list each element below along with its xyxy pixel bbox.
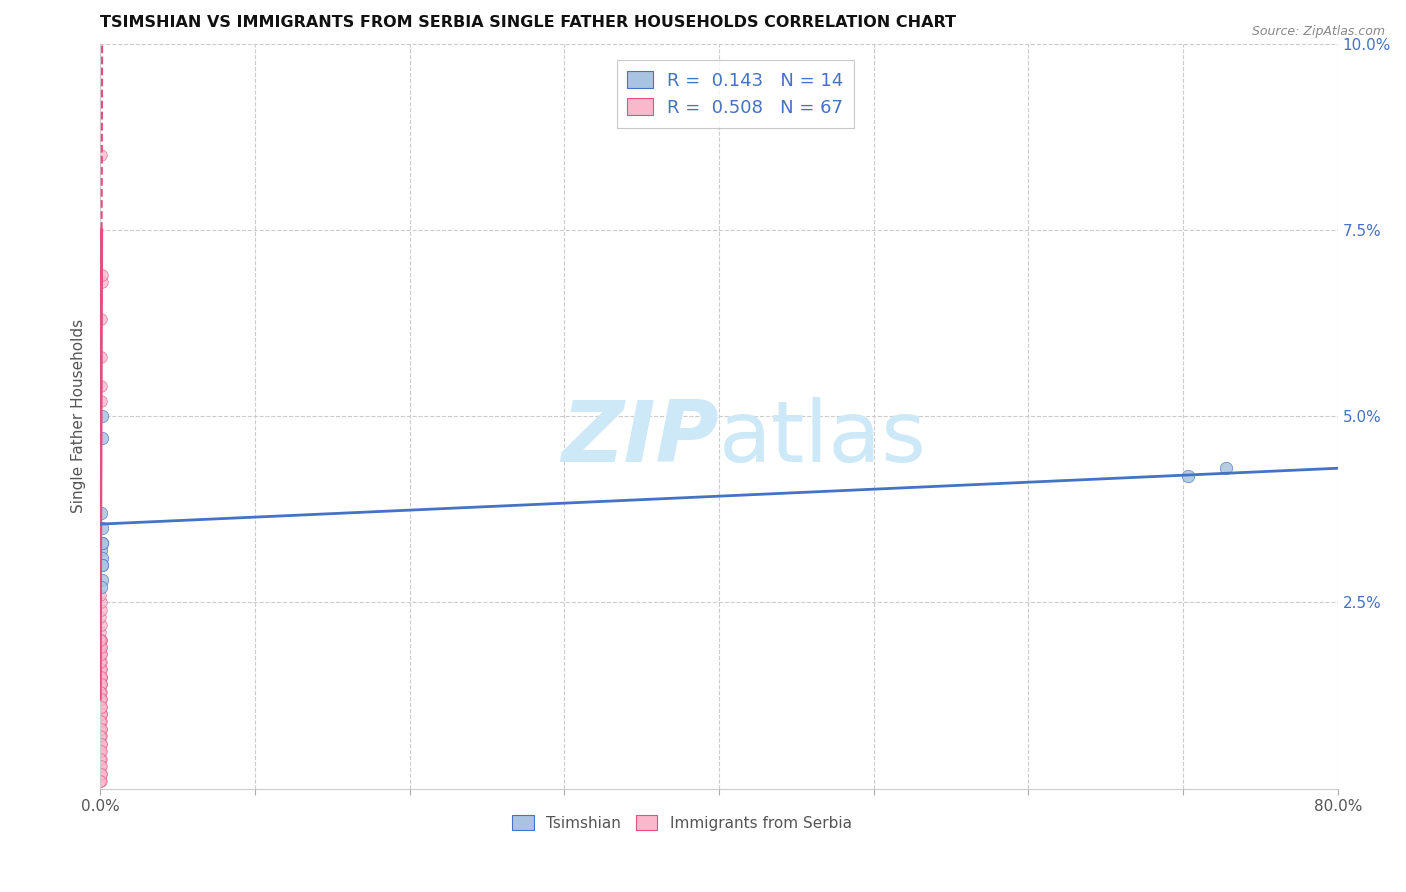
Point bbox=[90, 148, 112, 162]
Point bbox=[90, 640, 112, 654]
Text: ZIP: ZIP bbox=[561, 397, 718, 480]
Point bbox=[90, 662, 112, 676]
Point bbox=[90, 722, 112, 736]
Point bbox=[90, 670, 112, 684]
Point bbox=[89, 670, 111, 684]
Point bbox=[89, 722, 111, 736]
Point bbox=[90, 648, 112, 662]
Point bbox=[89, 692, 111, 706]
Point bbox=[90, 550, 112, 565]
Point bbox=[89, 692, 111, 706]
Point bbox=[90, 670, 112, 684]
Point bbox=[89, 699, 111, 714]
Point bbox=[90, 684, 112, 698]
Text: Source: ZipAtlas.com: Source: ZipAtlas.com bbox=[1251, 25, 1385, 38]
Point bbox=[90, 617, 112, 632]
Point bbox=[90, 737, 112, 751]
Point bbox=[90, 759, 112, 773]
Point bbox=[90, 506, 112, 520]
Point bbox=[90, 730, 112, 744]
Point bbox=[90, 394, 112, 409]
Point bbox=[90, 268, 112, 282]
Point bbox=[89, 684, 111, 698]
Point bbox=[90, 632, 112, 647]
Point bbox=[89, 714, 111, 729]
Point bbox=[90, 677, 112, 691]
Point bbox=[89, 744, 111, 758]
Text: atlas: atlas bbox=[718, 397, 927, 480]
Point bbox=[90, 752, 112, 766]
Point bbox=[89, 774, 111, 789]
Point bbox=[90, 543, 112, 558]
Point bbox=[90, 737, 112, 751]
Point bbox=[1177, 468, 1199, 483]
Point bbox=[90, 662, 112, 676]
Point bbox=[89, 655, 111, 669]
Point bbox=[89, 625, 111, 640]
Point bbox=[90, 640, 112, 654]
Point bbox=[90, 275, 112, 289]
Point bbox=[90, 432, 112, 446]
Legend: Tsimshian, Immigrants from Serbia: Tsimshian, Immigrants from Serbia bbox=[506, 809, 858, 837]
Point bbox=[90, 595, 112, 609]
Point bbox=[90, 379, 112, 393]
Point bbox=[89, 730, 111, 744]
Point bbox=[89, 752, 111, 766]
Point bbox=[89, 759, 111, 773]
Point bbox=[90, 699, 112, 714]
Y-axis label: Single Father Households: Single Father Households bbox=[72, 319, 86, 513]
Point bbox=[90, 744, 112, 758]
Point bbox=[89, 648, 111, 662]
Point bbox=[90, 603, 112, 617]
Point bbox=[90, 706, 112, 721]
Point bbox=[90, 409, 112, 423]
Point bbox=[89, 744, 111, 758]
Point bbox=[90, 677, 112, 691]
Point bbox=[90, 699, 112, 714]
Point bbox=[1215, 461, 1237, 475]
Point bbox=[90, 706, 112, 721]
Point bbox=[90, 706, 112, 721]
Point bbox=[90, 632, 112, 647]
Point bbox=[90, 692, 112, 706]
Point bbox=[90, 535, 112, 549]
Point bbox=[90, 558, 112, 572]
Point bbox=[90, 655, 112, 669]
Point bbox=[90, 535, 112, 549]
Point bbox=[90, 558, 112, 572]
Text: TSIMSHIAN VS IMMIGRANTS FROM SERBIA SINGLE FATHER HOUSEHOLDS CORRELATION CHART: TSIMSHIAN VS IMMIGRANTS FROM SERBIA SING… bbox=[100, 15, 956, 30]
Point bbox=[89, 640, 111, 654]
Point bbox=[90, 648, 112, 662]
Point bbox=[90, 350, 112, 364]
Point bbox=[90, 774, 112, 789]
Point bbox=[90, 670, 112, 684]
Point bbox=[90, 573, 112, 587]
Point bbox=[90, 677, 112, 691]
Point bbox=[90, 722, 112, 736]
Point bbox=[89, 684, 111, 698]
Point bbox=[90, 312, 112, 326]
Point bbox=[90, 766, 112, 780]
Point bbox=[90, 766, 112, 780]
Point bbox=[90, 714, 112, 729]
Point bbox=[91, 521, 114, 535]
Point bbox=[89, 588, 111, 602]
Point bbox=[90, 692, 112, 706]
Point bbox=[89, 662, 111, 676]
Point bbox=[89, 632, 111, 647]
Point bbox=[89, 610, 111, 624]
Point bbox=[90, 581, 112, 595]
